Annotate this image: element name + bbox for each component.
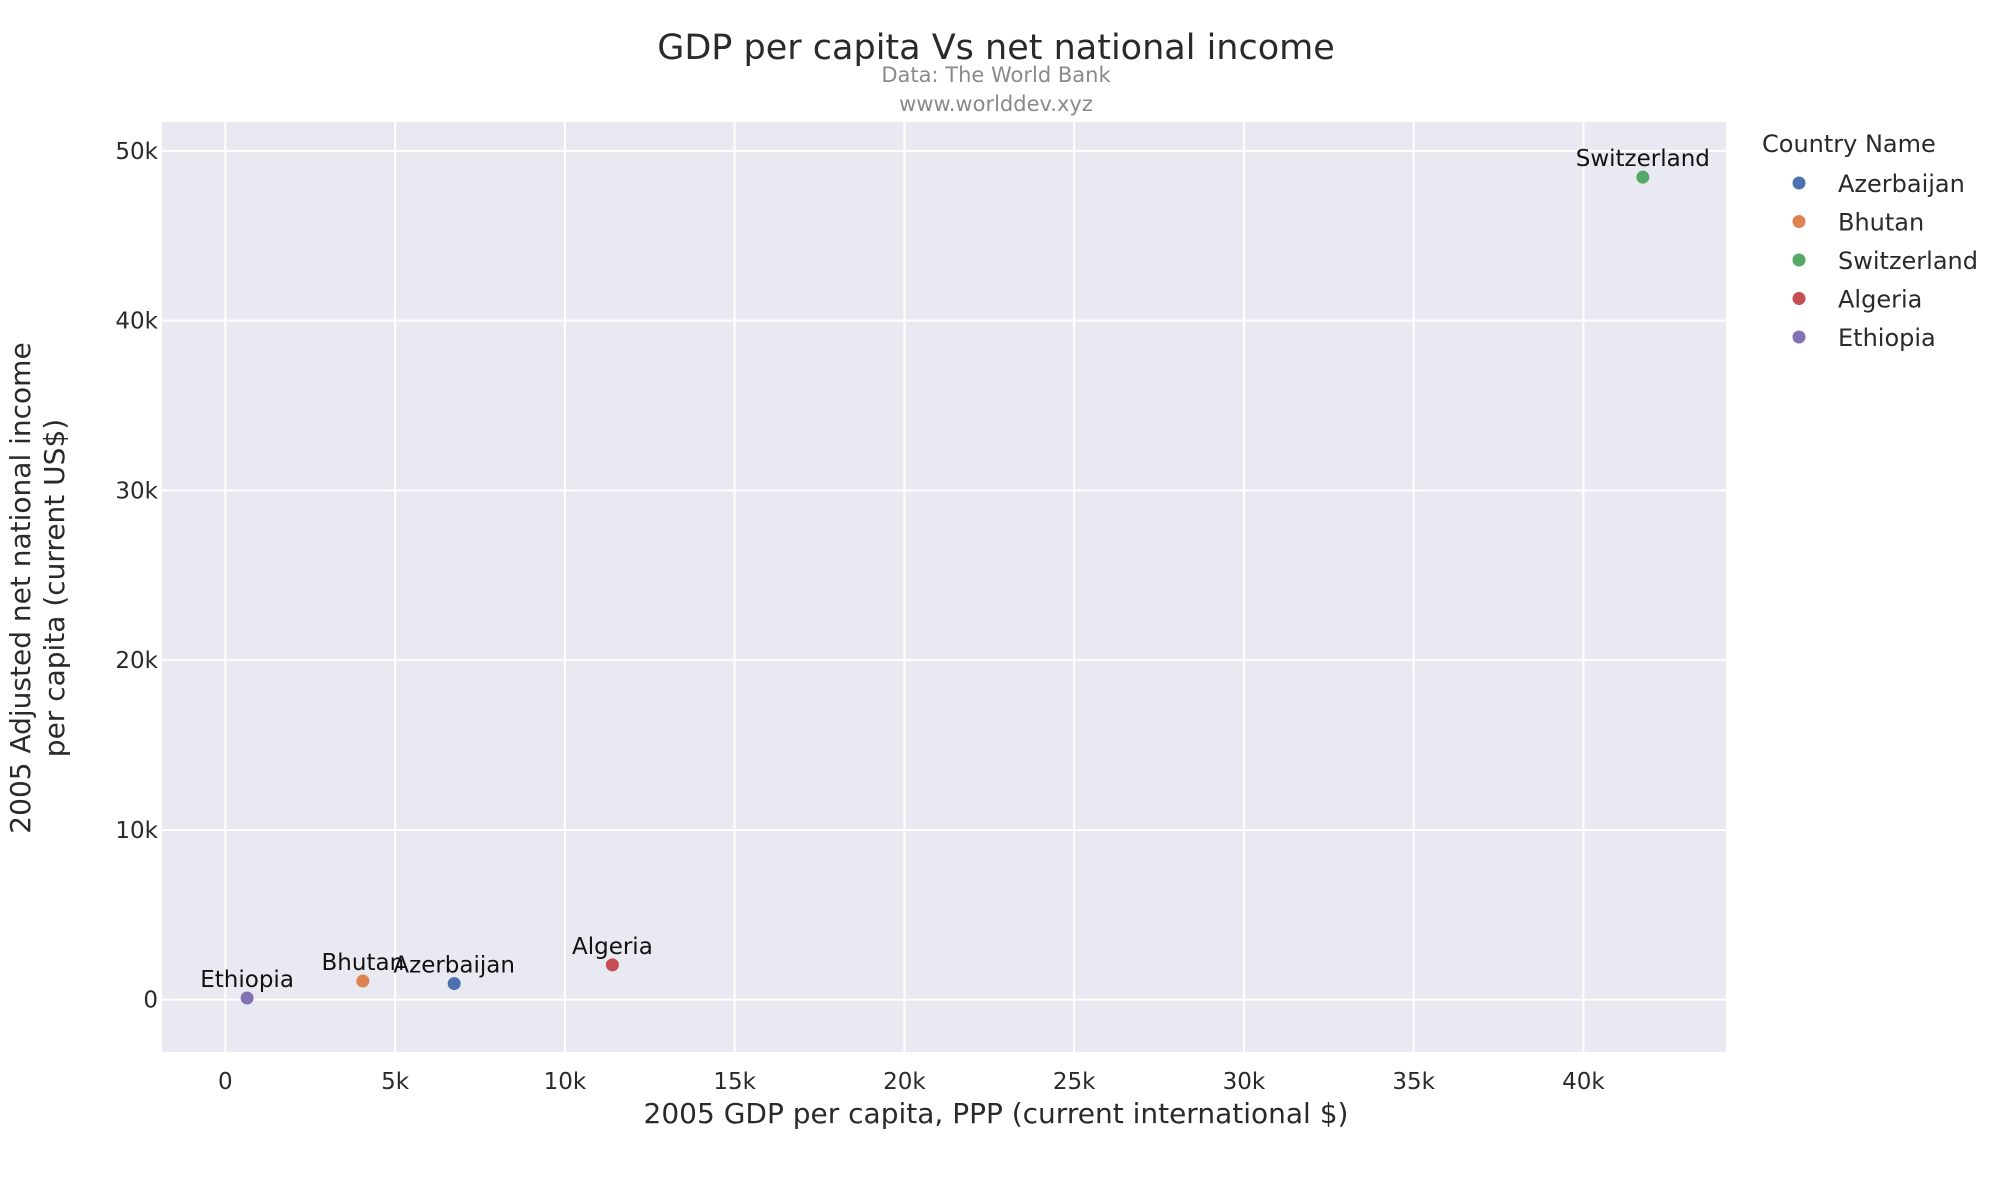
chart-subtitle-source: Data: The World Bank <box>881 63 1111 87</box>
legend-marker <box>1792 292 1806 305</box>
data-point <box>356 974 370 988</box>
x-tick-label: 20k <box>883 1069 926 1095</box>
legend-title: Country Name <box>1762 130 1936 158</box>
x-tick-label: 15k <box>713 1069 756 1095</box>
y-tick-label: 0 <box>143 988 158 1014</box>
legend-marker <box>1792 330 1806 344</box>
x-tick-label: 0 <box>218 1069 233 1095</box>
data-point-label: Ethiopia <box>200 967 294 993</box>
data-point <box>447 977 461 991</box>
legend-marker <box>1792 176 1806 190</box>
legend-item-label: Ethiopia <box>1838 324 1936 352</box>
y-tick-label: 40k <box>115 309 158 335</box>
legend-item-label: Azerbaijan <box>1838 170 1965 198</box>
plot-background <box>162 122 1726 1052</box>
legend-marker <box>1792 215 1806 228</box>
y-tick-label: 50k <box>115 139 158 165</box>
data-point-label: Algeria <box>572 934 653 960</box>
y-axis-title-line-2: per capita (current US$) <box>38 419 71 757</box>
y-axis-title-line-1: 2005 Adjusted net national income <box>4 342 37 833</box>
x-tick-label: 25k <box>1053 1069 1096 1095</box>
legend: Country Name Azerbaijan Bhutan Switzerland… <box>1762 130 1978 352</box>
data-point <box>605 958 619 972</box>
y-tick-label: 20k <box>115 648 158 674</box>
x-tick-label: 35k <box>1392 1069 1435 1095</box>
x-tick-label: 30k <box>1223 1069 1266 1095</box>
data-point-label: Azerbaijan <box>393 953 515 979</box>
data-point <box>240 991 254 1005</box>
chart-title: GDP per capita Vs net national income <box>657 28 1335 68</box>
data-point-label: Bhutan <box>322 950 405 976</box>
legend-item-label: Bhutan <box>1838 209 1924 237</box>
plot-area: 0 5k 10k 15k 20k 25k 30k 35k 40k 0 10k 20k 30k 40k 50k… <box>115 122 1726 1095</box>
data-point-label: Switzerland <box>1576 146 1710 172</box>
y-tick-label: 30k <box>115 478 158 504</box>
x-axis-title: 2005 GDP per capita, PPP (current intern… <box>644 1097 1349 1130</box>
data-point <box>1636 170 1650 184</box>
legend-marker <box>1792 253 1806 267</box>
legend-item-label: Switzerland <box>1838 247 1978 275</box>
chart-text: GDP per capita Vs net national income Da… <box>4 28 1348 1130</box>
y-tick-label: 10k <box>115 818 158 844</box>
x-tick-label: 40k <box>1562 1069 1605 1095</box>
x-tick-label: 10k <box>544 1069 587 1095</box>
chart-subtitle-website: www.worlddev.xyz <box>899 92 1093 116</box>
legend-item-label: Algeria <box>1838 286 1922 314</box>
x-tick-label: 5k <box>381 1069 410 1095</box>
